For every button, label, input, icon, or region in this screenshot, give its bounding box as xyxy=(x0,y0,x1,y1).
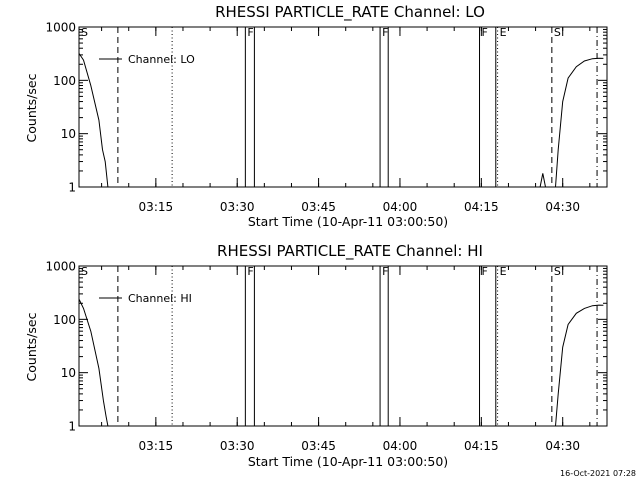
x-tick-label: 03:30 xyxy=(220,200,255,214)
footer-date: 16-Oct-2021 07:28 xyxy=(560,469,636,478)
flag-label: E xyxy=(500,265,507,278)
data-series-line xyxy=(539,173,546,188)
x-tick-label: 03:45 xyxy=(301,200,336,214)
flag-label: F xyxy=(482,26,488,39)
y-tick-label: 1000 xyxy=(45,260,76,274)
flag-label: F xyxy=(482,265,488,278)
x-tick-label: 04:30 xyxy=(545,200,580,214)
data-series-line xyxy=(555,57,604,188)
x-tick-label: 04:15 xyxy=(464,200,499,214)
data-series-line xyxy=(78,298,109,427)
y-axis-label: Counts/sec xyxy=(24,73,39,142)
flag-label: S xyxy=(81,265,88,278)
y-tick-label: 1000 xyxy=(45,21,76,35)
x-tick-label: 03:45 xyxy=(301,439,336,453)
flag-label: F xyxy=(247,26,253,39)
flag-label: F xyxy=(382,265,388,278)
y-tick-label: 1 xyxy=(68,181,76,195)
flag-label: F xyxy=(247,265,253,278)
flag-label: S xyxy=(554,26,561,39)
x-tick-label: 04:30 xyxy=(545,439,580,453)
x-tick-label: 04:00 xyxy=(383,439,418,453)
y-axis-label: Counts/sec xyxy=(24,312,39,381)
data-series-line xyxy=(555,304,604,427)
x-axis-label: Start Time (10-Apr-11 03:00:50) xyxy=(248,214,448,229)
x-tick-label: 03:30 xyxy=(220,439,255,453)
y-tick-label: 1 xyxy=(68,420,76,434)
flag-label: E xyxy=(500,26,507,39)
flag-label: S xyxy=(81,26,88,39)
x-tick-label: 03:15 xyxy=(139,200,174,214)
data-series-line xyxy=(78,53,109,188)
x-axis-label: Start Time (10-Apr-11 03:00:50) xyxy=(248,454,448,469)
x-tick-label: 03:15 xyxy=(139,439,174,453)
y-tick-label: 100 xyxy=(53,74,76,88)
y-tick-label: 100 xyxy=(53,313,76,327)
plot-frame xyxy=(78,265,608,427)
y-tick-label: 10 xyxy=(61,127,76,141)
x-tick-label: 04:15 xyxy=(464,439,499,453)
flag-label: S xyxy=(554,265,561,278)
chart-title: RHESSI PARTICLE_RATE Channel: HI xyxy=(217,242,483,261)
legend-label: Channel: LO xyxy=(128,53,195,66)
plot-frame xyxy=(78,26,608,188)
y-tick-label: 10 xyxy=(61,366,76,380)
legend-label: Channel: HI xyxy=(128,292,192,305)
chart-title: RHESSI PARTICLE_RATE Channel: LO xyxy=(215,3,485,22)
x-tick-label: 04:00 xyxy=(383,200,418,214)
flag-label: F xyxy=(382,26,388,39)
